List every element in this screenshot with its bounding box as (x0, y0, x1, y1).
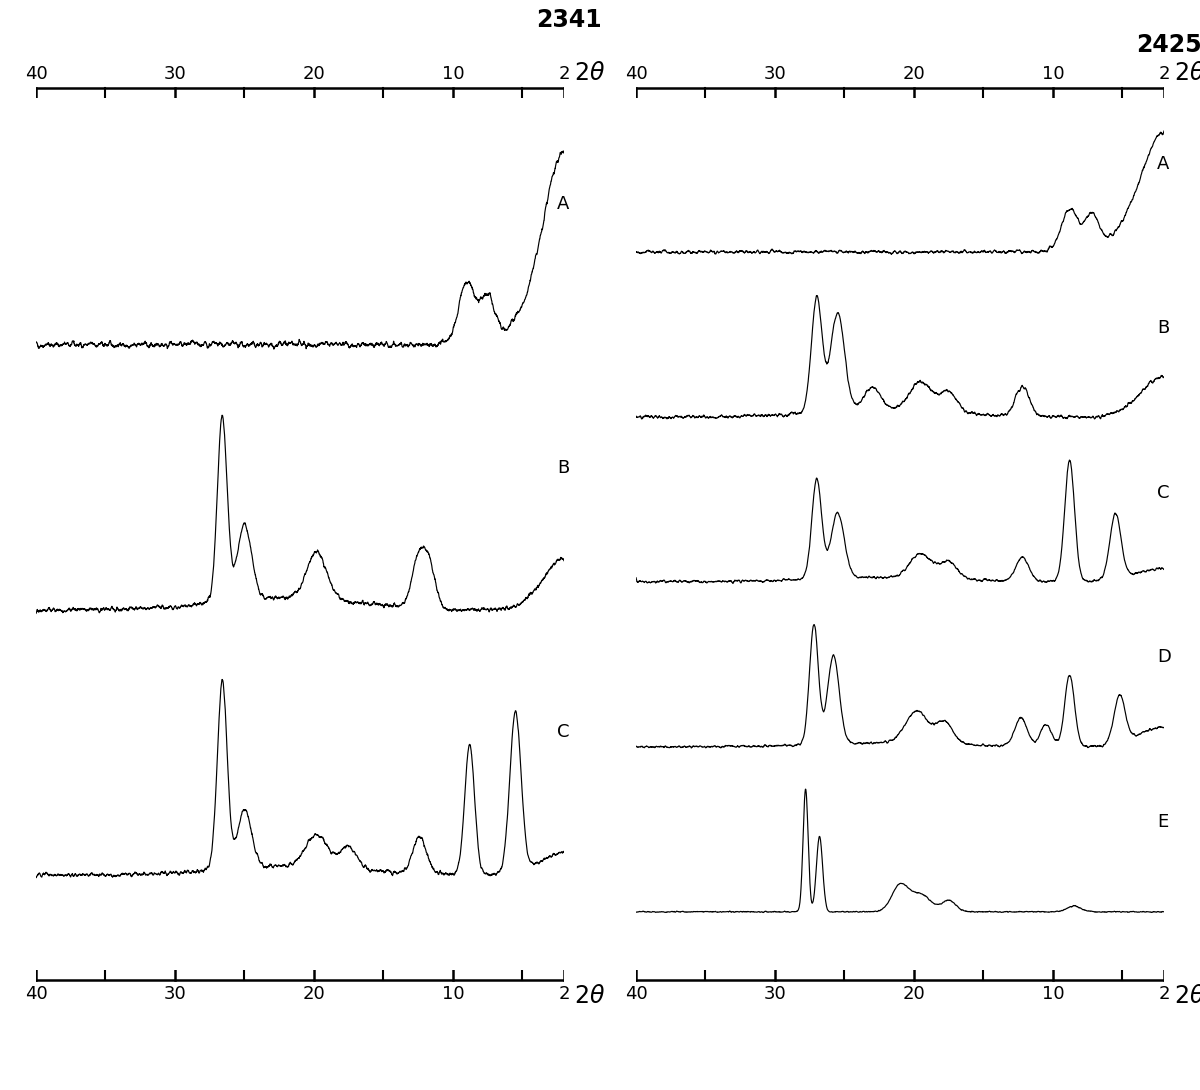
Text: $2\theta$: $2\theta$ (574, 62, 605, 85)
Text: E: E (1157, 813, 1169, 831)
Text: 40: 40 (625, 65, 647, 83)
Text: 10: 10 (1042, 985, 1064, 1003)
Text: 40: 40 (25, 65, 47, 83)
Text: 10: 10 (1042, 65, 1064, 83)
Text: 20: 20 (902, 985, 925, 1003)
Text: B: B (1157, 319, 1169, 338)
Text: $2\theta$: $2\theta$ (1174, 985, 1200, 1008)
Text: C: C (1157, 484, 1170, 502)
Text: 20: 20 (302, 65, 325, 83)
Text: 10: 10 (442, 985, 464, 1003)
Text: 40: 40 (25, 985, 47, 1003)
Text: A: A (557, 195, 570, 213)
Text: 30: 30 (763, 65, 786, 83)
Text: $2\theta$: $2\theta$ (1174, 62, 1200, 85)
Text: D: D (1157, 649, 1171, 666)
Text: 30: 30 (763, 985, 786, 1003)
Text: A: A (1157, 155, 1170, 173)
Text: 2341: 2341 (536, 8, 602, 32)
Text: B: B (557, 459, 569, 477)
Text: 20: 20 (902, 65, 925, 83)
Text: 10: 10 (442, 65, 464, 83)
Text: 2: 2 (1158, 65, 1170, 83)
Text: 2: 2 (558, 65, 570, 83)
Text: 20: 20 (302, 985, 325, 1003)
Text: 30: 30 (163, 65, 186, 83)
Text: 30: 30 (163, 985, 186, 1003)
Text: C: C (557, 724, 570, 741)
Text: $2\theta$: $2\theta$ (574, 985, 605, 1008)
Text: 2: 2 (1158, 985, 1170, 1003)
Text: 2425: 2425 (1136, 33, 1200, 57)
Text: 2: 2 (558, 985, 570, 1003)
Text: 40: 40 (625, 985, 647, 1003)
